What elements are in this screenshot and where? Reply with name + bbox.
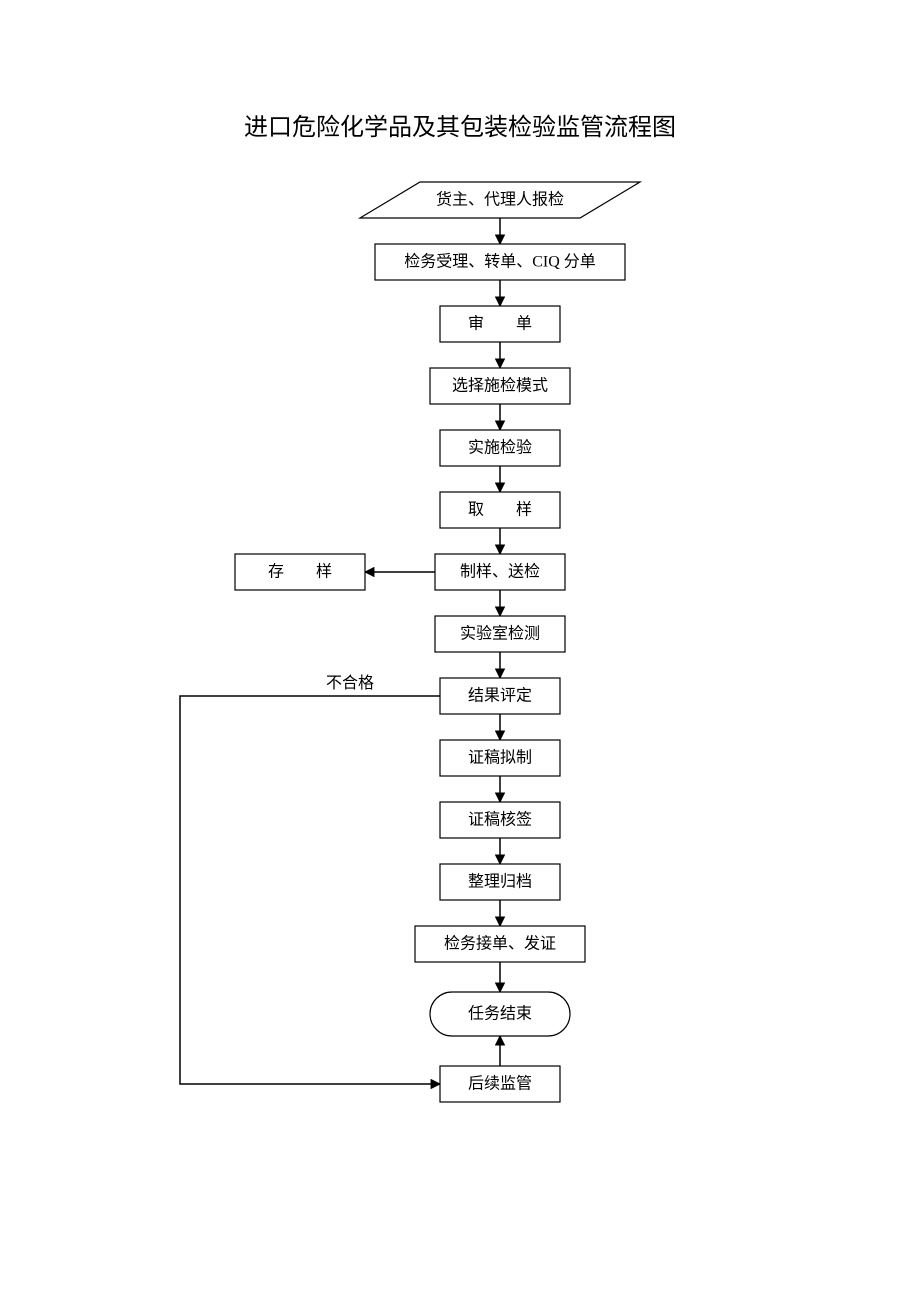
flow-node-label: 选择施检模式 [452, 377, 548, 395]
flow-node-label: 存 样 [268, 563, 332, 581]
flow-node: 审 单 [440, 306, 560, 342]
edge-label-fail: 不合格 [326, 674, 374, 692]
flow-node: 制样、送检 [435, 554, 565, 590]
flow-node: 货主、代理人报检 [360, 182, 640, 218]
flow-node-label: 货主、代理人报检 [436, 191, 564, 209]
flow-node: 实验室检测 [435, 616, 565, 652]
flow-node: 证稿拟制 [440, 740, 560, 776]
flow-node: 后续监管 [440, 1066, 560, 1102]
flow-node-label: 审 单 [468, 315, 532, 333]
flow-node-label: 检务受理、转单、CIQ 分单 [404, 253, 596, 271]
flow-node-label: 结果评定 [468, 687, 532, 705]
flow-node: 存 样 [235, 554, 365, 590]
flow-node-label: 任务结束 [468, 1005, 532, 1023]
flow-node-label: 检务接单、发证 [444, 935, 556, 953]
flow-node-label: 实施检验 [468, 439, 532, 457]
flow-node: 整理归档 [440, 864, 560, 900]
flow-node: 检务受理、转单、CIQ 分单 [375, 244, 625, 280]
flow-edge [180, 696, 440, 1084]
flow-node: 证稿核签 [440, 802, 560, 838]
flow-node-label: 制样、送检 [460, 563, 540, 581]
diagram-title: 进口危险化学品及其包装检验监管流程图 [244, 114, 676, 141]
flow-node-label: 后续监管 [468, 1075, 532, 1093]
flow-node: 选择施检模式 [430, 368, 570, 404]
flowchart: 进口危险化学品及其包装检验监管流程图不合格 货主、代理人报检检务受理、转单、CIQ… [0, 0, 920, 1302]
flow-node-label: 整理归档 [468, 873, 532, 891]
flow-node: 结果评定 [440, 678, 560, 714]
flow-node-label: 实验室检测 [460, 625, 540, 643]
flow-node: 检务接单、发证 [415, 926, 585, 962]
flow-node-label: 证稿拟制 [468, 749, 532, 767]
flow-node-label: 取 样 [468, 501, 532, 519]
flow-node: 任务结束 [430, 992, 570, 1036]
flow-node-label: 证稿核签 [468, 811, 532, 829]
flow-node: 实施检验 [440, 430, 560, 466]
flow-node: 取 样 [440, 492, 560, 528]
